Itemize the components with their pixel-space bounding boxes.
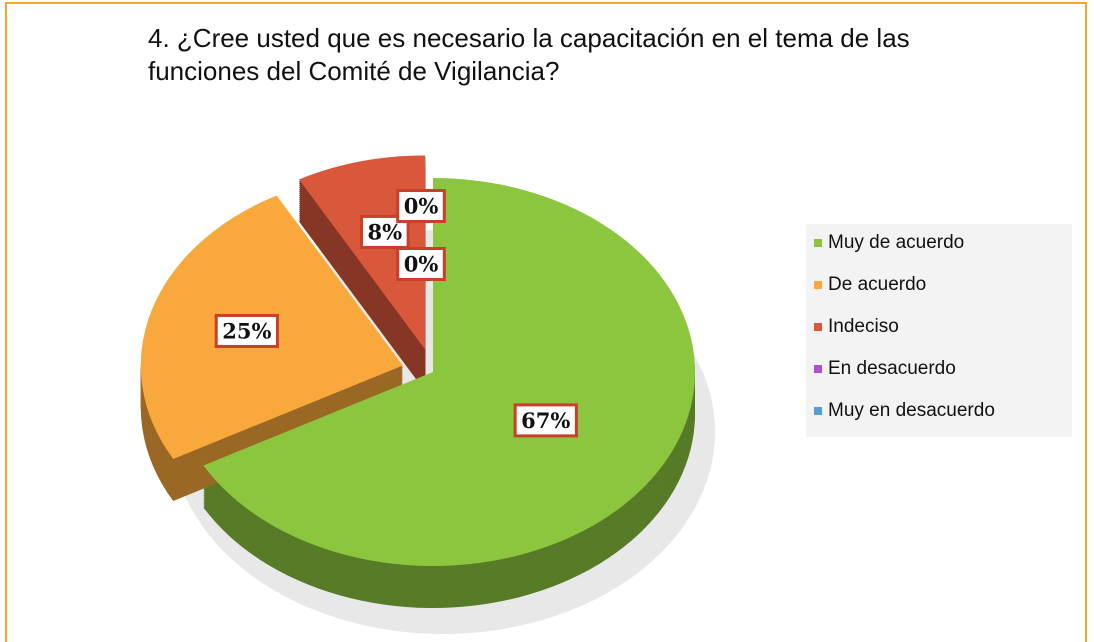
- data-label: 0%: [404, 252, 439, 277]
- data-label: 67%: [521, 408, 570, 433]
- legend-item: En desacuerdo: [814, 358, 956, 380]
- pie-slice: [298, 155, 426, 350]
- legend-label: Muy de acuerdo: [828, 232, 965, 253]
- legend-swatch: [814, 281, 822, 289]
- pie-slice: [203, 178, 696, 566]
- legend-swatch: [814, 365, 822, 373]
- data-label-box: [513, 403, 578, 438]
- legend-item: Indeciso: [814, 316, 899, 338]
- data-label: 8%: [367, 219, 402, 244]
- legend-swatch: [814, 239, 822, 247]
- data-label-box: [396, 189, 446, 223]
- data-label: 25%: [222, 318, 271, 343]
- legend-swatch: [814, 323, 822, 331]
- legend-item: Muy en desacuerdo: [814, 400, 995, 422]
- data-label: 0%: [404, 194, 439, 219]
- chart-title: 4. ¿Cree usted que es necesario la capac…: [148, 23, 910, 86]
- legend-label: En desacuerdo: [828, 358, 956, 379]
- legend-item: De acuerdo: [814, 274, 926, 296]
- legend-label: Muy en desacuerdo: [828, 400, 995, 421]
- data-label-box: [396, 247, 446, 281]
- legend-label: De acuerdo: [828, 274, 927, 295]
- legend-swatch: [814, 407, 822, 415]
- data-label-box: [214, 313, 279, 348]
- legend-item: Muy de acuerdo: [814, 232, 964, 254]
- legend: Muy de acuerdo De acuerdo Indeciso En desac…: [806, 224, 1072, 437]
- legend-label: Indeciso: [828, 316, 899, 337]
